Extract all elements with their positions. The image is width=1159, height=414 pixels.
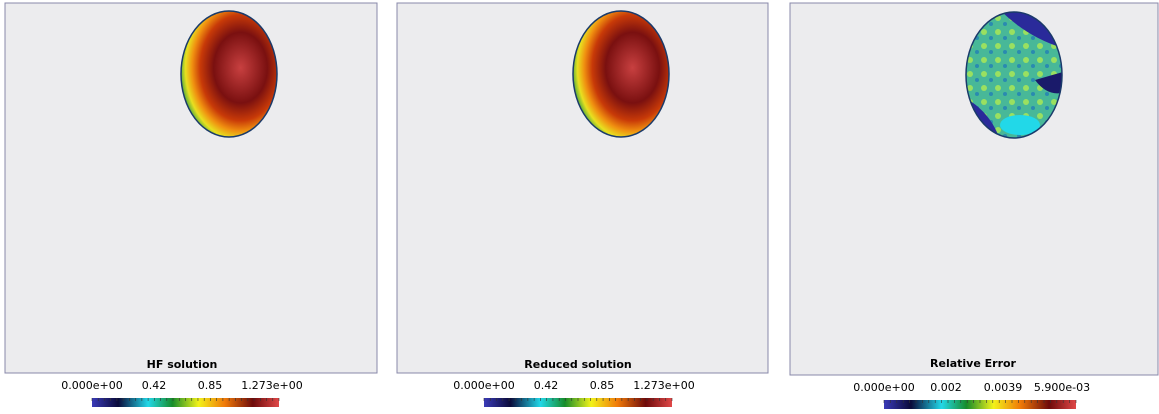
colorbar-tick-label: 1.273e+00 — [241, 379, 302, 392]
colorbar-tick-label: 0.000e+00 — [61, 379, 122, 392]
solution-field — [180, 10, 278, 138]
colorbar-tick-label: 1.273e+00 — [633, 379, 694, 392]
colorbar-tick-label: 0.0039 — [984, 381, 1023, 394]
panel-title: HF solution — [147, 358, 218, 371]
solution-field — [572, 10, 670, 138]
error-outline — [965, 11, 1063, 139]
panel: Relative Error — [789, 2, 1159, 376]
colorbar — [484, 398, 672, 407]
panel-title: Relative Error — [930, 357, 1017, 370]
panel-title: Reduced solution — [524, 358, 631, 371]
colorbar-tick-label: 0.000e+00 — [853, 381, 914, 394]
colorbar-tick-label: 5.900e-03 — [1034, 381, 1090, 394]
colorbar — [92, 398, 279, 407]
panel: Reduced solution — [396, 2, 769, 374]
colorbar-tick-label: 0.85 — [590, 379, 615, 392]
error-field — [966, 12, 1062, 138]
colorbar — [884, 400, 1076, 409]
colorbar-tick-label: 0.002 — [930, 381, 962, 394]
panel: HF solution — [4, 2, 378, 374]
colorbar-tick-label: 0.42 — [142, 379, 167, 392]
colorbar-tick-label: 0.85 — [198, 379, 223, 392]
colorbar-tick-label: 0.000e+00 — [453, 379, 514, 392]
colorbars: 0.000e+00 0.42 0.85 1.273e+00 0.000e+00 0.42 0… — [61, 379, 1090, 409]
colorbar-tick-label: 0.42 — [534, 379, 559, 392]
